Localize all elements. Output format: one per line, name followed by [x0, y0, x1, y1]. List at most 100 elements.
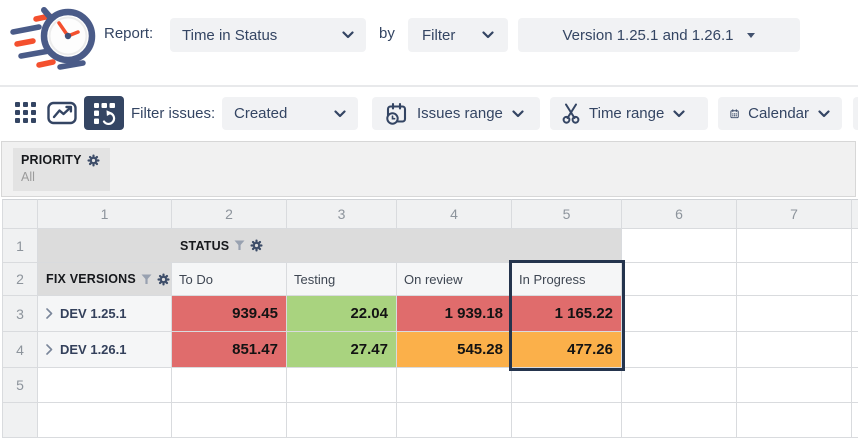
empty-cell[interactable] — [287, 403, 397, 438]
column-header-8[interactable] — [852, 199, 858, 229]
cell-in-progress[interactable]: 477.26 — [512, 332, 622, 368]
cell-testing[interactable]: 22.04 — [287, 296, 397, 332]
empty-cell[interactable] — [737, 332, 852, 368]
chevron-right-icon[interactable] — [46, 344, 53, 355]
row-header-4[interactable]: 4 — [2, 332, 38, 368]
cell-testing[interactable]: 27.47 — [287, 332, 397, 368]
issues-range-button[interactable]: Issues range — [372, 97, 540, 130]
report-type-select[interactable]: Time in Status — [170, 18, 366, 52]
empty-cell[interactable] — [172, 368, 287, 403]
priority-title: PRIORITY — [21, 153, 82, 167]
table-row: 4 DEV 1.26.1 851.47 27.47 545.28 477.26 — [2, 332, 858, 368]
filter-issues-value: Created — [234, 105, 288, 122]
row-label-dev-1-26-1[interactable]: DEV 1.26.1 — [38, 332, 172, 368]
grid-corner-cell[interactable] — [2, 199, 38, 229]
status-column-todo[interactable]: To Do — [172, 263, 287, 296]
chart-view-button[interactable] — [46, 100, 78, 126]
empty-cell[interactable] — [852, 263, 858, 296]
version-label: DEV 1.26.1 — [60, 342, 127, 357]
empty-cell[interactable] — [512, 403, 622, 438]
row-header-5[interactable]: 5 — [2, 368, 38, 403]
cell-todo[interactable]: 939.45 — [172, 296, 287, 332]
table-row: 3 DEV 1.25.1 939.45 22.04 1 939.18 1 165… — [2, 296, 858, 332]
chevron-down-icon — [673, 109, 685, 117]
filter-funnel-icon[interactable] — [234, 240, 245, 251]
status-merge-left-cell[interactable] — [38, 229, 172, 263]
column-header-6[interactable]: 6 — [622, 199, 737, 229]
pivot-grid: 1 2 3 4 5 6 7 1 STATUS — [2, 199, 858, 438]
filter-value-select[interactable]: Version 1.25.1 and 1.26.1 — [518, 18, 800, 52]
empty-cell[interactable] — [622, 368, 737, 403]
column-header-4[interactable]: 4 — [397, 199, 512, 229]
empty-cell[interactable] — [397, 403, 512, 438]
empty-cell[interactable] — [512, 368, 622, 403]
empty-cell[interactable] — [737, 368, 852, 403]
priority-panel: PRIORITY All — [1, 141, 856, 197]
column-number-row: 1 2 3 4 5 6 7 — [2, 199, 858, 229]
toolbar-overflow-button[interactable] — [853, 97, 858, 130]
status-column-testing[interactable]: Testing — [287, 263, 397, 296]
chevron-down-icon — [342, 31, 354, 39]
calendar-label: Calendar — [748, 105, 809, 122]
empty-cell[interactable] — [397, 368, 512, 403]
priority-filter-chip[interactable]: PRIORITY All — [13, 148, 110, 191]
empty-cell[interactable] — [737, 229, 852, 263]
empty-cell[interactable] — [852, 368, 858, 403]
calendar-button[interactable]: Calendar — [718, 97, 842, 130]
calendar-icon — [730, 108, 739, 118]
table-row — [2, 403, 858, 438]
cell-on-review[interactable]: 1 939.18 — [397, 296, 512, 332]
empty-cell[interactable] — [622, 263, 737, 296]
cell-todo[interactable]: 851.47 — [172, 332, 287, 368]
pivot-view-icon — [93, 102, 115, 125]
column-header-7[interactable]: 7 — [737, 199, 852, 229]
gear-icon[interactable] — [157, 273, 170, 286]
status-column-in-progress[interactable]: In Progress — [512, 263, 622, 296]
caret-down-icon — [747, 32, 756, 38]
gear-icon[interactable] — [87, 154, 100, 167]
fix-versions-header[interactable]: FIX VERSIONS — [38, 263, 172, 296]
empty-cell[interactable] — [287, 368, 397, 403]
column-header-5[interactable]: 5 — [512, 199, 622, 229]
cell-on-review[interactable]: 545.28 — [397, 332, 512, 368]
empty-cell[interactable] — [852, 332, 858, 368]
cell-in-progress[interactable]: 1 165.22 — [512, 296, 622, 332]
chevron-down-icon — [334, 109, 346, 117]
empty-cell[interactable] — [852, 403, 858, 438]
version-label: DEV 1.25.1 — [60, 306, 127, 321]
empty-cell[interactable] — [852, 296, 858, 332]
empty-cell[interactable] — [852, 229, 858, 263]
row-header-6[interactable] — [2, 403, 38, 438]
empty-cell[interactable] — [622, 403, 737, 438]
report-header: Report: Time in Status by Filter Version… — [0, 0, 858, 87]
empty-cell[interactable] — [622, 296, 737, 332]
row-header-1[interactable]: 1 — [2, 229, 38, 263]
time-range-button[interactable]: Time range — [550, 97, 708, 130]
column-header-2[interactable]: 2 — [172, 199, 287, 229]
filter-funnel-icon[interactable] — [141, 274, 152, 285]
empty-cell[interactable] — [622, 229, 737, 263]
by-filter-select[interactable]: Filter — [408, 18, 508, 52]
filter-issues-label: Filter issues: — [131, 105, 216, 122]
filter-issues-select[interactable]: Created — [222, 97, 358, 130]
row-label-dev-1-25-1[interactable]: DEV 1.25.1 — [38, 296, 172, 332]
chevron-down-icon — [818, 109, 830, 117]
empty-cell[interactable] — [38, 368, 172, 403]
pivot-view-button[interactable] — [84, 96, 124, 130]
empty-cell[interactable] — [737, 403, 852, 438]
status-column-on-review[interactable]: On review — [397, 263, 512, 296]
empty-cell[interactable] — [38, 403, 172, 438]
empty-cell[interactable] — [737, 263, 852, 296]
grid-view-button[interactable] — [13, 100, 39, 126]
empty-cell[interactable] — [737, 296, 852, 332]
column-header-1[interactable]: 1 — [38, 199, 172, 229]
gear-icon[interactable] — [250, 239, 263, 252]
row-header-3[interactable]: 3 — [2, 296, 38, 332]
empty-cell[interactable] — [172, 403, 287, 438]
row-header-2[interactable]: 2 — [2, 263, 38, 296]
chevron-right-icon[interactable] — [46, 308, 53, 319]
column-header-3[interactable]: 3 — [287, 199, 397, 229]
empty-cell[interactable] — [622, 332, 737, 368]
status-group-header[interactable]: STATUS — [172, 229, 622, 263]
report-toolbar: Filter issues: Created Issues range Time… — [0, 90, 858, 140]
